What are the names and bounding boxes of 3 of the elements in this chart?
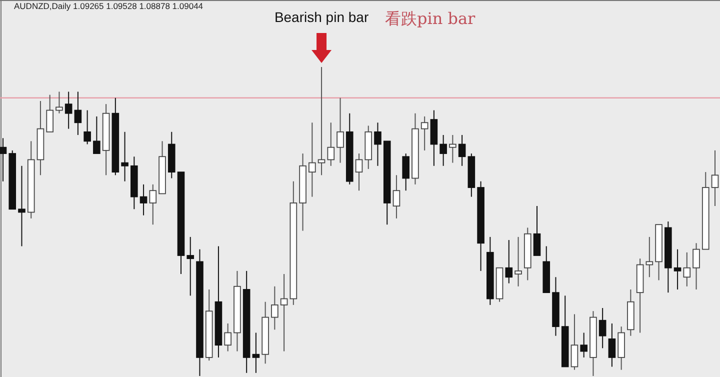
title: AUDNZD,Daily 1.09265 1.09528 1.08878 1.09044 xyxy=(14,1,204,11)
text: Bearish pin bar xyxy=(274,9,369,25)
text: 看跌pin bar xyxy=(385,9,476,28)
